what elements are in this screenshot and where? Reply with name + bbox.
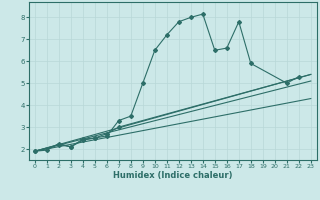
- X-axis label: Humidex (Indice chaleur): Humidex (Indice chaleur): [113, 171, 233, 180]
